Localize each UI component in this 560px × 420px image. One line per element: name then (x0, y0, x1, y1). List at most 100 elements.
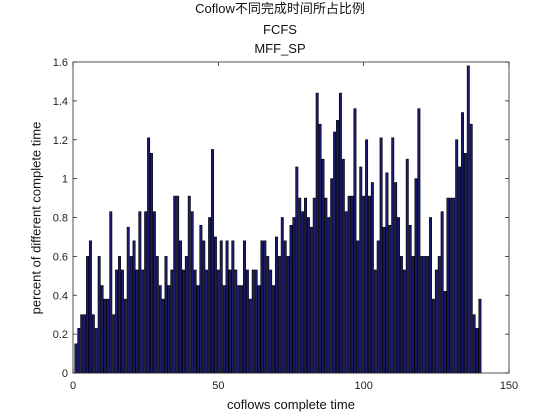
bar (461, 112, 464, 374)
bar (228, 269, 232, 374)
bar (91, 314, 95, 374)
bar (269, 269, 273, 374)
bar (120, 269, 124, 374)
bar (184, 256, 188, 374)
bar (289, 224, 293, 374)
bar (475, 327, 479, 374)
bar (458, 166, 462, 374)
bar (164, 256, 168, 374)
x-ticks: 0 50 100 150 (70, 62, 518, 392)
bar (362, 195, 366, 374)
bar (356, 240, 360, 374)
bar (431, 298, 435, 374)
bar (411, 256, 415, 374)
bar (237, 285, 241, 374)
bar (199, 224, 203, 374)
bar (179, 240, 183, 374)
chart-title-line-1: Coflow不同完成时间所占比例 (195, 1, 365, 16)
bar (132, 240, 136, 374)
bar (446, 197, 450, 374)
bar (248, 298, 252, 374)
bar (266, 256, 270, 374)
bar (420, 256, 424, 374)
bar (187, 195, 191, 374)
bar (429, 217, 432, 374)
bar (280, 217, 284, 374)
bar (388, 224, 392, 374)
bar (312, 197, 316, 374)
bar (86, 256, 90, 374)
bar (245, 269, 249, 374)
bar (202, 240, 206, 374)
bar (283, 240, 287, 374)
bar (408, 224, 412, 374)
bar (423, 256, 427, 374)
bar (469, 123, 473, 374)
y-tick-label: 0.2 (53, 329, 68, 341)
chart-title-line-3: MFF_SP (254, 41, 306, 56)
x-tick-label: 150 (500, 380, 518, 392)
bar (321, 158, 325, 374)
bar (315, 92, 319, 374)
bar (318, 123, 322, 374)
bar (452, 197, 456, 374)
bar (158, 285, 162, 374)
bar (443, 291, 447, 374)
bar (231, 240, 235, 374)
y-ticks: 0 0.2 0.4 0.6 0.8 1 1.2 1.4 1.6 (53, 57, 509, 380)
bar (368, 195, 371, 374)
bar (222, 285, 226, 374)
bar (472, 314, 476, 374)
bar (353, 108, 357, 374)
bar (341, 158, 345, 374)
bar (216, 269, 220, 374)
y-axis-label: percent of different complete time (28, 121, 44, 315)
bar (234, 269, 238, 374)
bar (333, 131, 337, 374)
bar (324, 197, 328, 374)
bar (385, 172, 389, 374)
bar (155, 256, 159, 374)
bar (463, 153, 467, 374)
bar (181, 269, 185, 374)
bar (391, 137, 395, 374)
bar (338, 92, 342, 374)
y-tick-label: 1.2 (53, 135, 68, 147)
bar (115, 269, 119, 374)
bar (277, 256, 281, 374)
bar (417, 108, 421, 374)
bar (135, 269, 139, 374)
x-tick-label: 0 (70, 380, 76, 392)
y-tick-label: 0.6 (53, 251, 68, 263)
bar (344, 211, 348, 374)
bar (243, 240, 246, 374)
bar (399, 256, 403, 374)
bar (382, 226, 386, 374)
bar (103, 298, 107, 374)
bar (196, 285, 200, 374)
bar (347, 195, 351, 374)
bar (466, 65, 470, 374)
bar (365, 139, 369, 374)
bar (306, 217, 310, 374)
bar (170, 269, 174, 374)
y-tick-label: 0.4 (53, 290, 68, 302)
bar (263, 240, 267, 374)
bar (272, 285, 276, 374)
bar (327, 217, 331, 374)
bar-group (74, 65, 482, 374)
bar (97, 256, 101, 374)
y-tick-label: 1.4 (53, 96, 68, 108)
bar (173, 195, 177, 374)
bar (83, 314, 87, 374)
bar (292, 217, 296, 374)
bar (298, 197, 302, 374)
x-tick-label: 100 (354, 380, 372, 392)
bar (138, 211, 142, 374)
bar (208, 217, 212, 374)
bar (118, 256, 121, 374)
bar (150, 153, 153, 374)
bar (176, 195, 180, 374)
